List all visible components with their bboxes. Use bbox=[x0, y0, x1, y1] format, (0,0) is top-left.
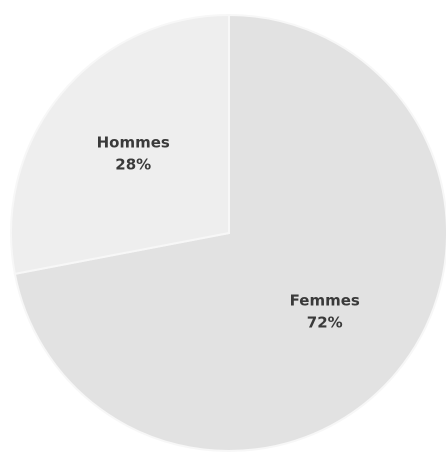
slice-value-label: 28% bbox=[115, 155, 151, 173]
pie-slice bbox=[10, 13, 230, 276]
slice-category-label: Femmes bbox=[290, 292, 360, 310]
pie-slice bbox=[13, 13, 446, 452]
slice-value-label: 72% bbox=[307, 314, 343, 332]
slice-category-label: Hommes bbox=[97, 133, 170, 151]
